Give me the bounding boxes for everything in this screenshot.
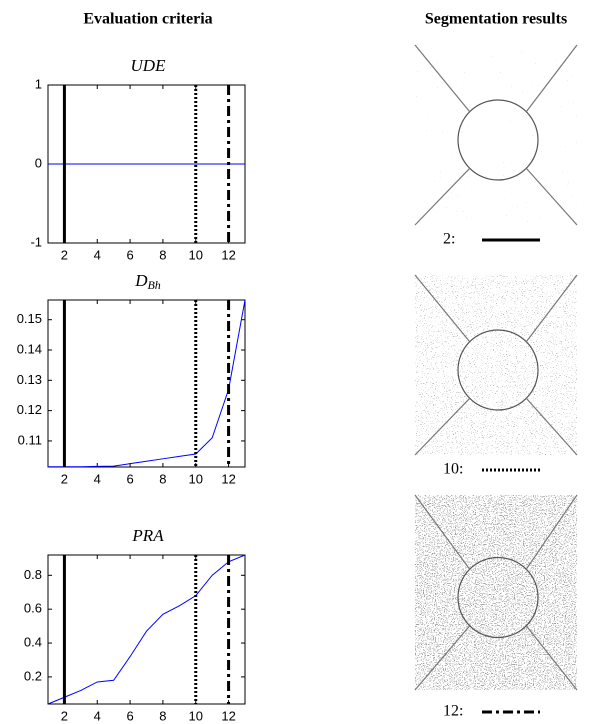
y-tick-label: 0.13 <box>17 372 42 387</box>
data-line <box>48 555 245 704</box>
y-tick-label: 0.4 <box>24 634 42 649</box>
x-tick-label: 4 <box>94 247 101 262</box>
figure: Evaluation criteria Segmentation results… <box>0 0 615 724</box>
x-tick-label: 12 <box>221 471 235 486</box>
left-header: Evaluation criteria <box>83 11 212 28</box>
title-subscript: Bh <box>147 278 160 292</box>
x-tick-label: 4 <box>94 708 101 723</box>
x-tick-label: 2 <box>61 708 68 723</box>
result-label: 2: <box>443 231 455 248</box>
x-tick-label: 2 <box>61 471 68 486</box>
x-tick-label: 6 <box>126 708 133 723</box>
x-tick-label: 2 <box>61 247 68 262</box>
x-tick-label: 8 <box>159 708 166 723</box>
x-tick-label: 10 <box>189 708 203 723</box>
right-header: Segmentation results <box>425 11 567 28</box>
y-tick-label: -1 <box>30 234 42 249</box>
y-tick-label: 0.2 <box>24 668 42 683</box>
data-line <box>48 300 245 467</box>
result-label: 10: <box>443 461 463 478</box>
y-tick-label: 0 <box>35 155 42 170</box>
title-text: PRA <box>131 526 164 545</box>
plot-frame <box>48 300 245 467</box>
x-tick-label: 4 <box>94 471 101 486</box>
chart-title: PRA <box>131 526 164 545</box>
chart-title: UDE <box>131 56 167 75</box>
y-tick-label: 0.11 <box>18 432 42 447</box>
y-tick-label: 1 <box>35 76 42 91</box>
x-tick-label: 6 <box>126 471 133 486</box>
y-tick-label: 0.6 <box>24 601 42 616</box>
y-tick-label: 0.14 <box>17 341 42 356</box>
x-tick-label: 10 <box>189 471 203 486</box>
plot-frame <box>48 555 245 704</box>
title-text: D <box>134 271 148 290</box>
x-tick-label: 6 <box>126 247 133 262</box>
x-tick-label: 12 <box>221 708 235 723</box>
x-tick-label: 12 <box>221 247 235 262</box>
y-tick-label: 0.15 <box>17 311 42 326</box>
x-tick-label: 8 <box>159 471 166 486</box>
y-tick-label: 0.12 <box>17 402 42 417</box>
y-tick-label: 0.8 <box>24 567 42 582</box>
chart-title: DBh <box>134 271 161 292</box>
x-tick-label: 10 <box>189 247 203 262</box>
result-label: 12: <box>443 703 463 720</box>
x-tick-label: 8 <box>159 247 166 262</box>
title-text: UDE <box>131 56 167 75</box>
